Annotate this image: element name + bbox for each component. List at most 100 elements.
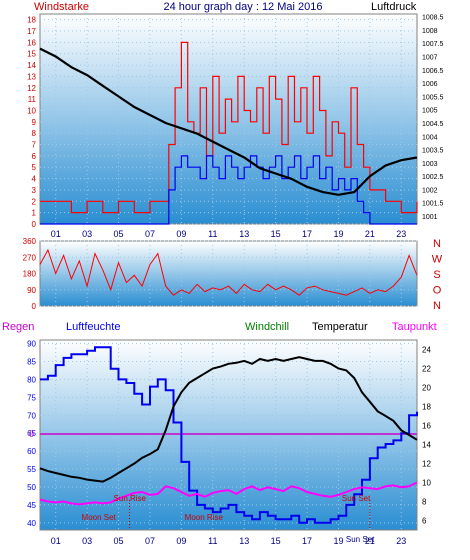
humidity-tick-label-1: 45 [27,501,36,510]
humidity-tick-label-5: 65 [27,429,36,438]
pressure-tick-label-2: 1002 [422,187,438,194]
pressure-tick-label-12: 1007 [422,55,438,62]
humidity-tick-label-4: 60 [27,447,36,456]
compass-label-2: S [433,269,440,281]
humidity-series [40,346,418,524]
compass-label-1: W [432,254,443,266]
rain-label: Regen [2,321,34,333]
x-tick-label-0-8: 17 [302,229,312,239]
wind-tick-label-18: 18 [27,16,36,25]
pressure-axis-title: Luftdruck [371,1,417,13]
x-tick-label-0-5: 11 [208,229,217,239]
x-tick-label-0-2: 05 [114,229,124,239]
wind-tick-label-1: 1 [32,209,37,218]
marker-label-1: Sun Rise [114,494,147,503]
wind-tick-label-9: 9 [32,118,37,127]
temperature-tick-label-7: 20 [422,384,431,393]
x-tick-label-1-6: 13 [239,536,249,546]
temperature-tick-label-1: 8 [422,498,427,507]
direction-tick-label-3: 270 [23,253,37,262]
windchill-label: Windchill [245,321,289,333]
pressure-tick-label-13: 1007.5 [422,41,444,48]
x-tick-label-1-3: 07 [145,536,155,546]
direction-tick-label-2: 180 [23,270,37,279]
wind-gust-series [40,155,417,225]
temperature-tick-label-0: 6 [422,517,427,526]
temperature-tick-label-9: 24 [422,346,431,355]
pressure-tick-label-8: 1005 [422,108,438,115]
pressure-tick-label-6: 1004 [422,134,438,141]
x-tick-label-0-4: 09 [176,229,186,239]
pressure-tick-label-3: 1002.5 [422,174,444,181]
marker-label-2: Moon Rise [185,513,224,522]
wind-tick-label-14: 14 [27,61,36,70]
pressure-tick-label-7: 1004.5 [422,121,444,128]
compass-label-0: N [433,238,441,250]
wind-tick-label-6: 6 [32,152,37,161]
humidity-tick-label-0: 40 [27,519,36,528]
x-tick-label-1-0: 01 [51,536,61,546]
temperature-tick-label-8: 22 [422,365,431,374]
pressure-tick-label-14: 1008 [422,28,438,35]
dewpoint-label: Taupunkt [392,321,437,333]
x-tick-label-0-11: 23 [396,229,406,239]
humidity-tick-label-3: 55 [27,465,36,474]
wind-tick-label-4: 4 [32,175,37,184]
humidity-tick-label-8: 80 [27,375,36,384]
wind-direction-series [39,248,418,296]
x-tick-label-1-1: 03 [82,536,92,546]
humidity-tick-label-7: 75 [27,393,36,402]
x-tick-label-1-4: 09 [176,536,186,546]
wind-tick-label-5: 5 [32,163,37,172]
wind-tick-label-13: 13 [27,72,36,81]
pressure-tick-label-11: 1006.5 [422,68,444,75]
x-tick-label-1-9: 19 [333,536,343,546]
temperature-tick-label-4: 14 [422,441,431,450]
wind-speed-series [40,41,418,214]
wind-axis-title: Windstarke [34,1,89,13]
x-tick-label-1-2: 05 [114,536,124,546]
pressure-tick-label-0: 1001 [422,214,438,221]
wind-tick-label-0: 0 [32,220,37,229]
x-tick-label-1-10: 21 [365,536,375,546]
wind-tick-label-12: 12 [27,84,36,93]
x-tick-label-0-1: 03 [82,229,92,239]
pressure-tick-label-5: 1003.5 [422,148,444,155]
dewpoint-series [39,481,418,506]
humidity-tick-label-6: 70 [27,411,36,420]
humidity-tick-label-9: 85 [27,358,36,367]
direction-tick-label-0: 0 [32,302,37,311]
pressure-tick-label-4: 1003 [422,161,438,168]
temperature-series [39,356,418,483]
wind-tick-label-11: 11 [28,95,37,104]
compass-label-3: O [433,285,442,297]
x-tick-label-0-0: 01 [51,229,61,239]
rain-tick-label: 0 [29,429,34,439]
humidity-tick-label-2: 50 [27,483,36,492]
direction-tick-label-4: 360 [23,237,37,246]
wind-tick-label-10: 10 [27,106,36,115]
wind-tick-label-15: 15 [27,50,36,59]
chart-title: 24 hour graph day : 12 Mai 2016 [163,1,322,13]
x-tick-label-1-7: 15 [271,536,281,546]
wind-tick-label-7: 7 [32,141,37,150]
temperature-label: Temperatur [312,321,368,333]
marker-label-0: Moon Set [82,513,117,522]
x-tick-label-0-10: 21 [365,229,375,239]
temperature-tick-label-2: 10 [422,479,431,488]
x-tick-label-1-5: 11 [208,536,217,546]
direction-tick-label-1: 90 [27,286,36,295]
x-tick-label-1-8: 17 [302,536,312,546]
wind-pressure-panel [39,13,418,225]
humidity-tick-label-10: 90 [27,340,36,349]
pressure-series [39,47,418,196]
wind-tick-label-16: 16 [27,38,36,47]
marker-label-3: Sun Set [346,535,375,544]
x-tick-label-0-9: 19 [333,229,343,239]
wind-tick-label-3: 3 [32,186,37,195]
temperature-tick-label-5: 16 [422,422,431,431]
pressure-tick-label-1: 1001.5 [422,201,444,208]
pressure-tick-label-9: 1005.5 [422,94,444,101]
